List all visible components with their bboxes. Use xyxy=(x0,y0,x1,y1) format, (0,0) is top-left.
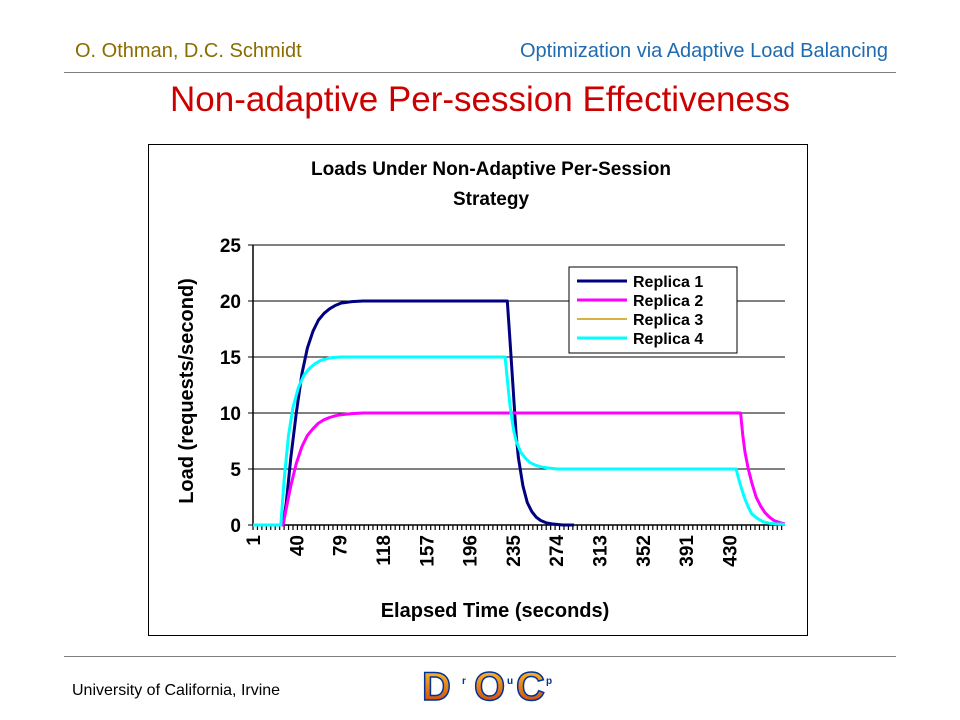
y-tick-label: 20 xyxy=(220,292,241,313)
y-tick-label: 5 xyxy=(230,460,241,481)
doc-group-logo: D r O u C p xyxy=(421,664,552,708)
x-tick-label: 79 xyxy=(331,535,352,556)
x-tick-label: 157 xyxy=(417,535,438,567)
x-tick-label: 274 xyxy=(547,535,568,567)
x-axis-label: Elapsed Time (seconds) xyxy=(381,600,610,622)
footer-affiliation: University of California, Irvine xyxy=(72,682,281,699)
header-authors: O. Othman, D.C. Schmidt xyxy=(75,40,302,62)
logo-letter-p: p xyxy=(546,676,552,687)
series-line-2 xyxy=(253,411,786,527)
logo-letter-r: r xyxy=(462,676,466,687)
header-topic: Optimization via Adaptive Load Balancing xyxy=(519,40,888,62)
x-tick-label: 1 xyxy=(244,535,265,546)
logo-letter-o: O xyxy=(474,665,505,708)
y-tick-label: 25 xyxy=(220,236,242,257)
logo-letter-d: D xyxy=(422,665,451,708)
legend-label-1: Replica 1 xyxy=(633,274,703,291)
x-tick-label: 118 xyxy=(374,535,395,566)
chart-title-line: Strategy xyxy=(453,189,529,210)
footer-rule xyxy=(64,656,896,657)
legend-label-4: Replica 4 xyxy=(633,331,703,348)
x-tick-label: 313 xyxy=(591,535,612,567)
logo-letter-u: u xyxy=(507,676,513,687)
x-tick-label: 430 xyxy=(720,535,741,567)
y-tick-label: 15 xyxy=(220,348,242,369)
y-tick-label: 10 xyxy=(220,404,241,425)
legend-label-2: Replica 2 xyxy=(633,293,703,310)
chart-frame: Loads Under Non-Adaptive Per-Session Stra… xyxy=(148,144,808,636)
line-chart: Loads Under Non-Adaptive Per-Session Stra… xyxy=(176,159,786,622)
x-tick-label: 235 xyxy=(504,535,525,567)
x-tick-label: 352 xyxy=(634,535,655,567)
x-tick-label: 40 xyxy=(287,535,308,556)
x-tick-label: 391 xyxy=(677,535,698,567)
y-axis-label: Load (requests/second) xyxy=(176,278,198,504)
header-rule xyxy=(64,72,896,73)
series-line-4 xyxy=(253,355,786,527)
logo-letter-c: C xyxy=(516,665,545,708)
y-tick-label: 0 xyxy=(230,516,241,537)
slide-title: Non-adaptive Per-session Effectiveness xyxy=(170,80,790,119)
chart-title-line: Loads Under Non-Adaptive Per-Session xyxy=(311,159,671,180)
legend-label-3: Replica 3 xyxy=(633,312,703,329)
x-tick-label: 196 xyxy=(461,535,482,567)
